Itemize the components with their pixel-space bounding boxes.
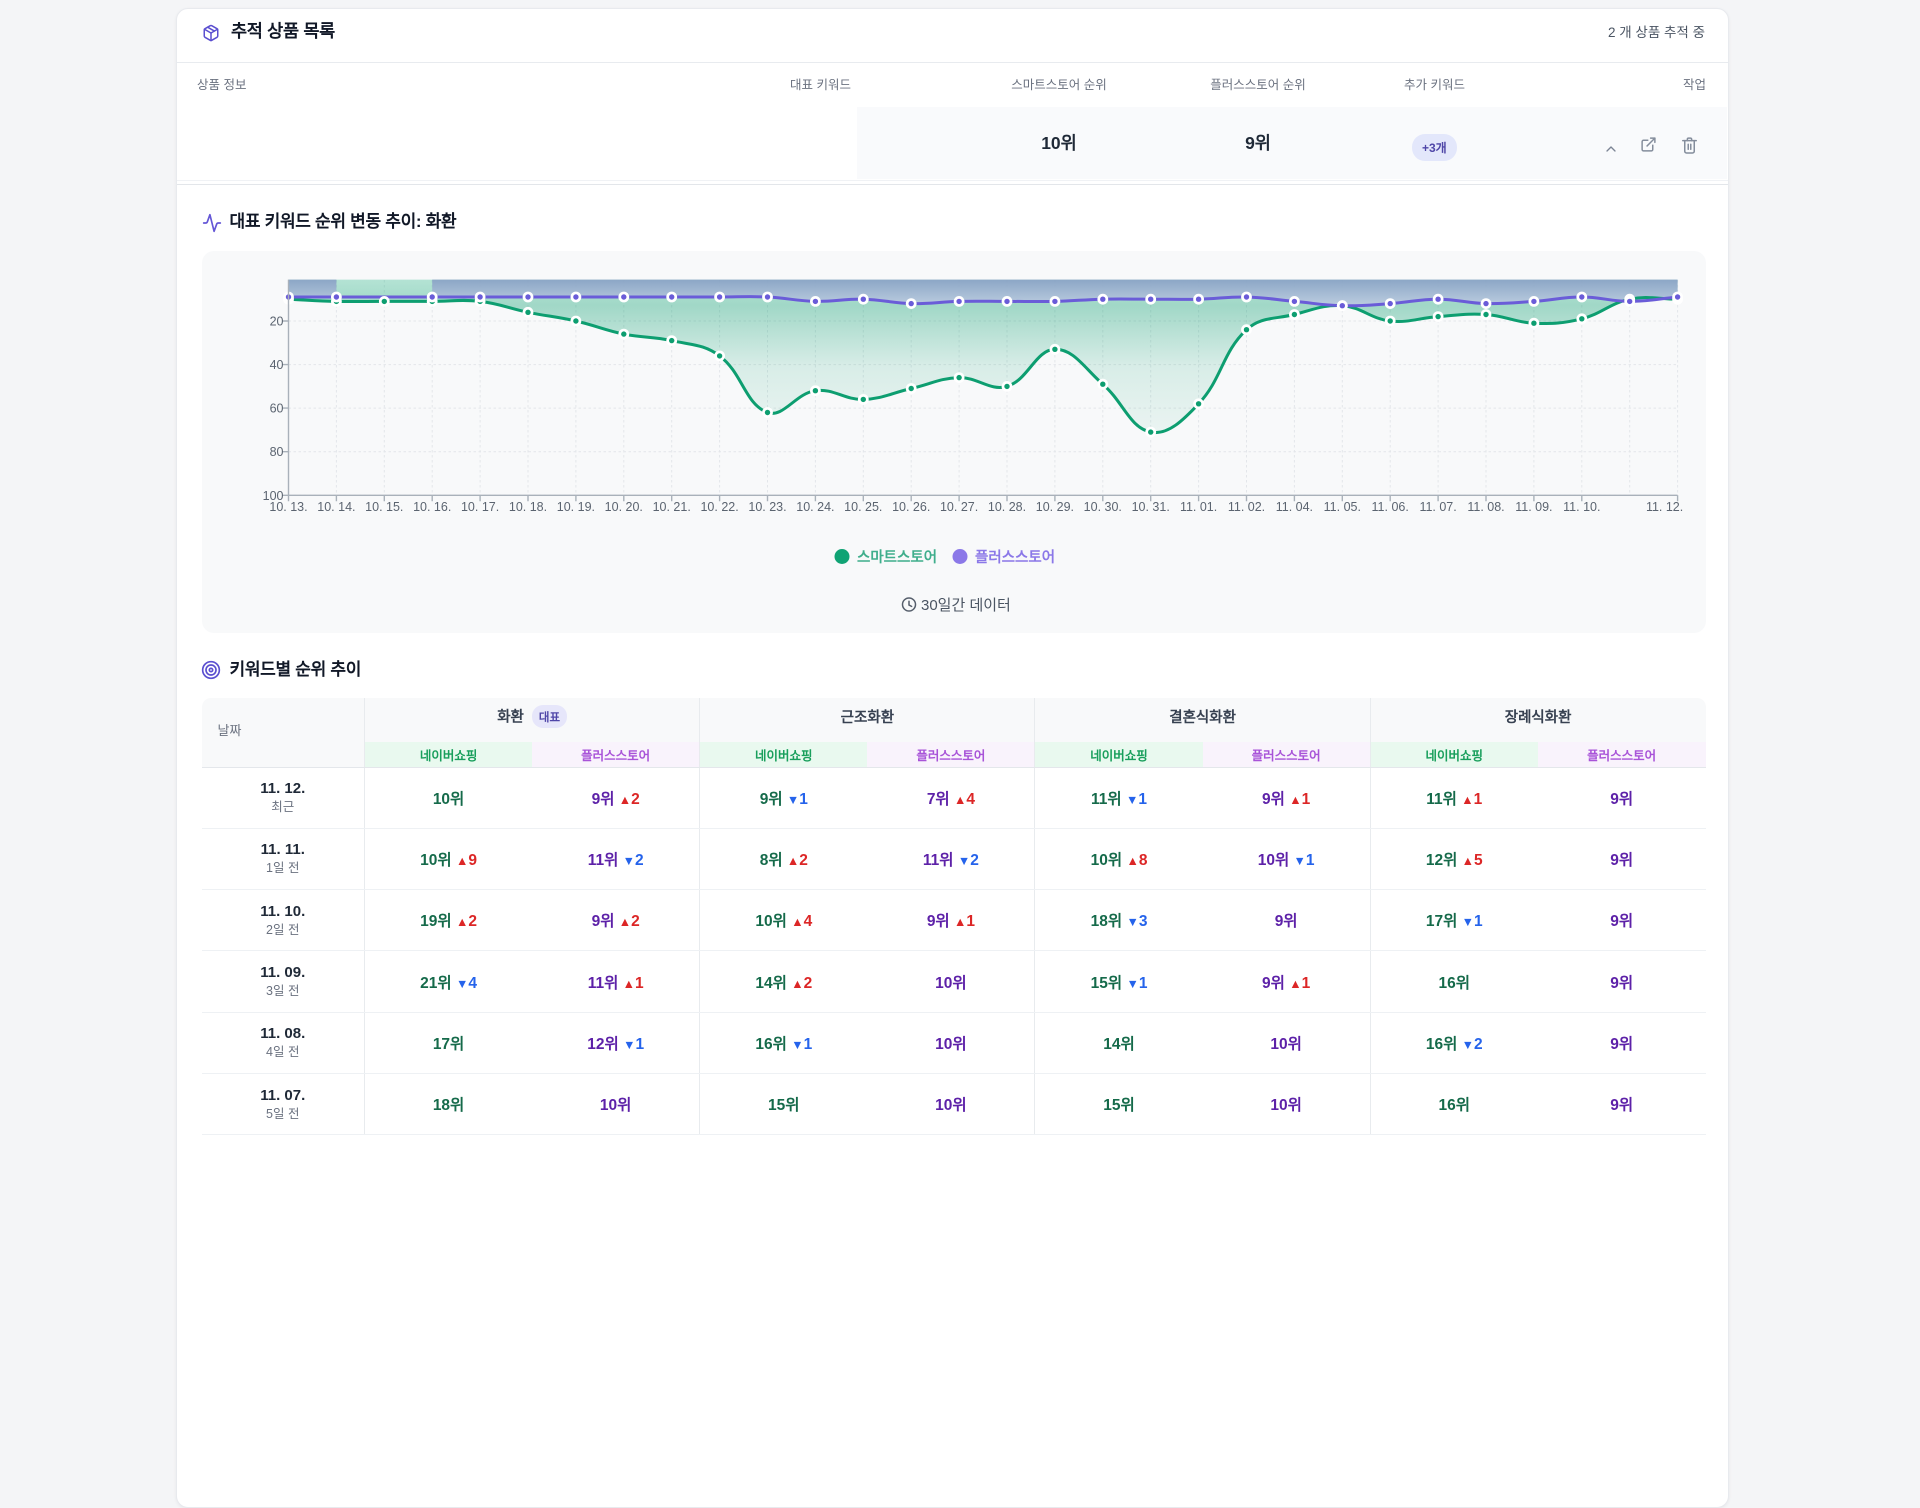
svg-text:스마트스토어: 스마트스토어 — [857, 549, 937, 566]
svg-text:10. 17.: 10. 17. — [460, 500, 498, 514]
svg-text:10. 31.: 10. 31. — [1131, 500, 1169, 514]
svg-text:11. 08.: 11. 08. — [1467, 500, 1504, 514]
svg-text:30일간 데이터: 30일간 데이터 — [921, 597, 1011, 614]
svg-text:10. 26.: 10. 26. — [892, 500, 930, 514]
svg-text:10. 30.: 10. 30. — [1083, 500, 1121, 514]
svg-text:10. 21.: 10. 21. — [652, 500, 690, 514]
svg-text:10. 28.: 10. 28. — [987, 500, 1025, 514]
svg-text:10. 22.: 10. 22. — [700, 500, 738, 514]
svg-text:100: 100 — [262, 489, 283, 503]
svg-text:플러스스토어: 플러스스토어 — [975, 549, 1055, 566]
svg-text:11. 07.: 11. 07. — [1419, 500, 1456, 514]
svg-text:11. 02.: 11. 02. — [1227, 500, 1264, 514]
svg-text:11. 06.: 11. 06. — [1371, 500, 1408, 514]
svg-text:10. 20.: 10. 20. — [604, 500, 642, 514]
svg-text:80: 80 — [269, 445, 283, 459]
svg-text:11. 10.: 11. 10. — [1563, 500, 1600, 514]
svg-text:11. 12.: 11. 12. — [1645, 500, 1682, 514]
svg-text:10. 16.: 10. 16. — [413, 500, 451, 514]
svg-text:10. 29.: 10. 29. — [1035, 500, 1073, 514]
svg-text:11. 05.: 11. 05. — [1323, 500, 1360, 514]
svg-text:10. 25.: 10. 25. — [844, 500, 882, 514]
svg-text:10. 13.: 10. 13. — [269, 500, 307, 514]
svg-text:11. 04.: 11. 04. — [1275, 500, 1312, 514]
svg-text:10. 27.: 10. 27. — [939, 500, 977, 514]
svg-text:60: 60 — [269, 402, 283, 416]
svg-text:10. 24.: 10. 24. — [796, 500, 834, 514]
svg-text:10. 15.: 10. 15. — [365, 500, 403, 514]
svg-text:10. 18.: 10. 18. — [508, 500, 546, 514]
svg-text:11. 09.: 11. 09. — [1515, 500, 1552, 514]
svg-text:40: 40 — [269, 358, 283, 372]
svg-text:10. 23.: 10. 23. — [748, 500, 786, 514]
svg-text:10. 14.: 10. 14. — [317, 500, 355, 514]
svg-text:10. 19.: 10. 19. — [556, 500, 594, 514]
svg-text:20: 20 — [269, 315, 283, 329]
svg-text:11. 01.: 11. 01. — [1179, 500, 1216, 514]
